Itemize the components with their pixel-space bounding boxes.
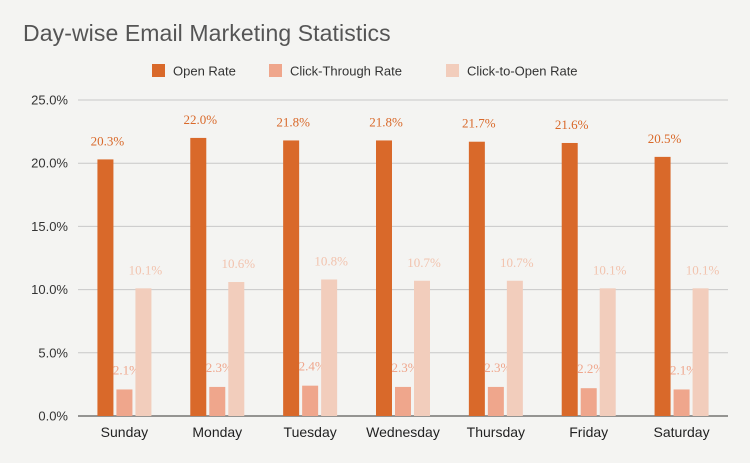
data-label: 10.1% [129, 262, 163, 277]
x-tick-label: Saturday [654, 424, 710, 440]
data-label: 22.0% [183, 112, 217, 127]
data-label: 10.1% [593, 262, 627, 277]
data-label: 21.8% [369, 114, 403, 129]
data-label: 2.3% [484, 360, 511, 375]
bar-click-to-open-rate [228, 282, 245, 416]
data-label: 2.1% [113, 362, 140, 377]
x-tick-label: Friday [569, 424, 608, 440]
bar-click-to-open-rate [599, 288, 616, 416]
x-tick-label: Monday [192, 424, 242, 440]
x-tick-label: Thursday [467, 424, 525, 440]
bar-click-to-open-rate [692, 288, 709, 416]
bar-open-rate [561, 142, 578, 416]
bar-click-through-rate [673, 389, 690, 416]
x-tick-label: Tuesday [284, 424, 337, 440]
legend-swatch [269, 64, 282, 77]
data-label: 10.8% [314, 253, 348, 268]
data-label: 20.5% [648, 131, 682, 146]
bar-click-through-rate [580, 388, 597, 416]
y-tick-label: 10.0% [31, 282, 68, 297]
bar-open-rate [283, 140, 300, 416]
bar-open-rate [654, 156, 671, 416]
data-label: 2.4% [299, 359, 326, 374]
y-tick-label: 5.0% [38, 345, 68, 360]
bar-open-rate [190, 137, 207, 417]
bar-click-to-open-rate [321, 279, 338, 416]
y-tick-label: 25.0% [31, 93, 68, 108]
data-label: 21.6% [555, 117, 589, 132]
bar-click-through-rate [116, 389, 133, 416]
bar-click-to-open-rate [506, 280, 523, 416]
bar-open-rate [376, 140, 392, 416]
legend-swatch [152, 64, 165, 77]
bar-click-to-open-rate [135, 288, 152, 416]
bar-click-through-rate [209, 386, 226, 416]
chart-title: Day-wise Email Marketing Statistics [23, 20, 391, 46]
data-label: 21.7% [462, 116, 496, 131]
legend-swatch [446, 64, 459, 77]
data-label: 10.7% [407, 255, 441, 270]
data-label: 10.1% [686, 262, 720, 277]
data-label: 10.6% [221, 256, 255, 271]
legend-label: Open Rate [173, 64, 236, 79]
data-label: 2.3% [206, 360, 233, 375]
data-label: 20.3% [91, 133, 125, 148]
bar-click-to-open-rate [414, 280, 430, 416]
y-tick-label: 20.0% [31, 156, 68, 171]
y-tick-label: 0.0% [38, 409, 68, 424]
x-tick-label: Sunday [101, 424, 148, 440]
legend-label: Click-to-Open Rate [467, 64, 578, 79]
legend-label: Click-Through Rate [290, 64, 402, 79]
x-tick-label: Wednesday [366, 424, 440, 440]
bar-click-through-rate [302, 385, 319, 416]
data-label: 21.8% [276, 114, 310, 129]
data-label: 10.7% [500, 255, 534, 270]
bar-open-rate [468, 141, 485, 416]
y-tick-label: 15.0% [31, 219, 68, 234]
bar-open-rate [97, 159, 114, 416]
data-label: 2.2% [577, 361, 604, 376]
data-label: 2.1% [670, 362, 697, 377]
bar-click-through-rate [395, 386, 411, 416]
bar-click-through-rate [487, 386, 504, 416]
data-label: 2.3% [391, 360, 418, 375]
